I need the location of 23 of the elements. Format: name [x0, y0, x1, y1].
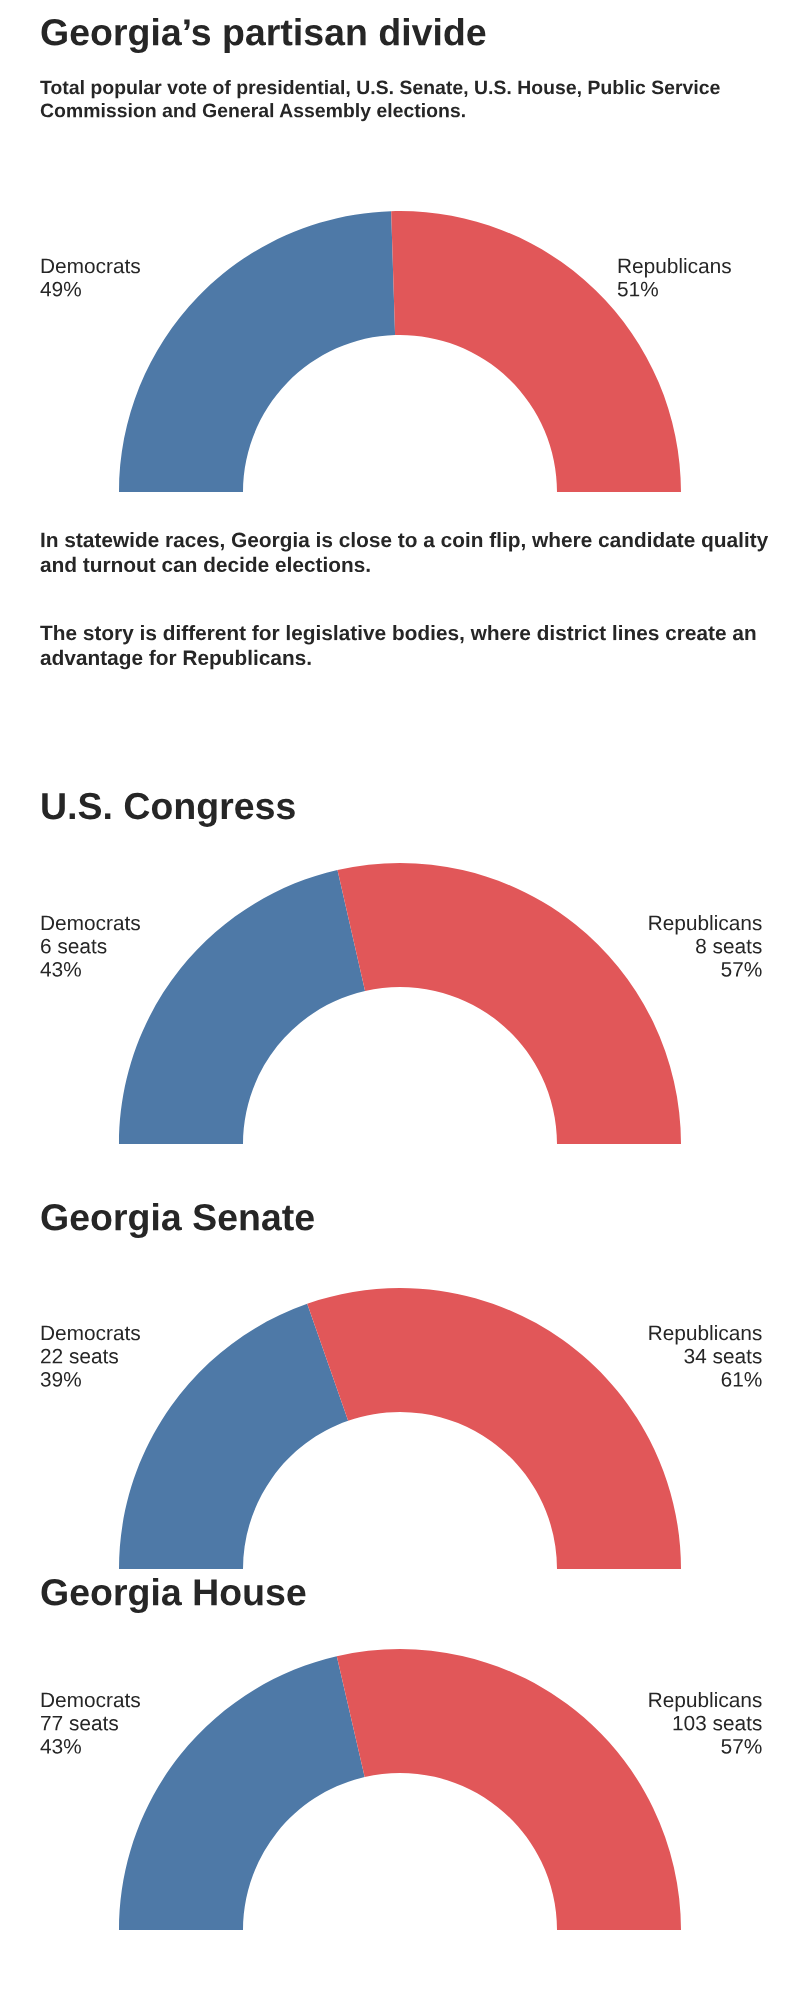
slice-label: Democrats — [41, 915, 140, 931]
slice-label: Democrats — [41, 1325, 140, 1341]
text: In statewide races, Georgia is close to a coin flip, where candidate quality and turnout can decide elections. — [40, 532, 769, 573]
slice-label: Republicans — [649, 1692, 762, 1712]
slice-label: Republicans — [649, 1325, 762, 1345]
data-label: 6 seats 43% — [40, 938, 107, 977]
data-label: 49% — [40, 281, 81, 297]
data-label: 22 seats 39% — [40, 1348, 118, 1387]
slice-label: Democrats — [41, 258, 140, 274]
slice-label: Democrats — [41, 1692, 140, 1708]
chart-title: Georgia House — [41, 1578, 306, 1614]
slice-label: Republicans — [618, 258, 731, 278]
chart-title: Georgia Senate — [41, 1203, 314, 1239]
data-label: 34 seats 61% — [684, 1348, 762, 1387]
chart-subtitle: Total popular vote of presidential, U.S. Senate, U.S. House, Public Service Commission and General Assembly elections. — [40, 80, 720, 122]
chart-title: Georgia’s partisan divide — [41, 18, 486, 54]
data-label: 8 seats 57% — [696, 938, 762, 977]
data-label: 77 seats 43% — [40, 1715, 118, 1754]
text: The story is different for legislative bodies, where district lines create an advantage for Republicans. — [40, 625, 756, 670]
data-label: 103 seats 57% — [673, 1715, 762, 1754]
chart-title: U.S. Congress — [42, 792, 295, 827]
slice-label: Republicans — [649, 915, 762, 935]
data-label: 51% — [617, 281, 658, 297]
